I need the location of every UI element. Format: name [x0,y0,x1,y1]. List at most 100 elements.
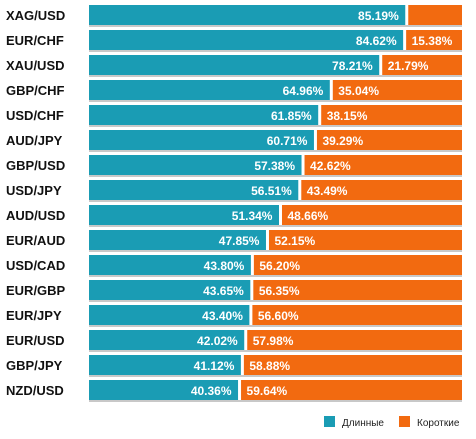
bar-shadow [89,250,462,252]
short-value-label: 56.35% [259,284,300,298]
long-value-label: 40.36% [191,384,232,398]
category-label: NZD/USD [6,383,64,398]
chart-legend: Длинные Короткие [324,416,460,429]
chart-row: XAG/USD 85.19% [6,5,462,27]
short-bar [281,205,462,225]
chart-row: NZD/USD 40.36% 59.64% [6,380,462,402]
category-label: AUD/JPY [6,133,63,148]
category-label: EUR/AUD [6,233,65,248]
bar-shadow [89,125,462,127]
long-value-label: 51.34% [232,209,273,223]
short-value-label: 52.15% [274,234,315,248]
chart-row: EUR/AUD 47.85% 52.15% [6,230,462,252]
long-value-label: 57.38% [254,159,295,173]
short-bar [316,130,462,150]
category-label: EUR/GBP [6,283,66,298]
chart-row: GBP/USD 57.38% 42.62% [6,155,462,177]
long-bar [89,55,380,75]
bar-shadow [89,175,462,177]
short-value-label: 58.88% [249,359,290,373]
category-label: USD/JPY [6,183,62,198]
long-value-label: 43.65% [203,284,244,298]
long-bar [89,280,251,300]
long-bar [89,330,245,350]
short-value-label: 15.38% [412,34,453,48]
bar-shadow [89,25,462,27]
long-value-label: 43.40% [202,309,243,323]
long-bar [89,305,250,325]
chart-row: AUD/JPY 60.71% 39.29% [6,130,462,152]
chart-rows: XAG/USD 85.19% EUR/CHF 84.62% 15.38% XAU/USD 7… [6,5,462,402]
chart-row: EUR/GBP 43.65% 56.35% [6,280,462,302]
bar-shadow [89,325,462,327]
bar-shadow [89,375,462,377]
legend-label-long: Длинные [342,418,384,429]
category-label: AUD/USD [6,208,65,223]
bar-shadow [89,75,462,77]
long-value-label: 85.19% [358,9,399,23]
long-value-label: 43.80% [204,259,245,273]
short-value-label: 21.79% [388,59,429,73]
category-label: USD/CAD [6,258,65,273]
short-bar [382,55,462,75]
bar-shadow [89,200,462,202]
short-bar [253,255,462,275]
short-bar [241,380,462,400]
chart-row: USD/JPY 56.51% 43.49% [6,180,462,202]
category-label: GBP/JPY [6,358,63,373]
long-bar [89,105,319,125]
short-bar [406,30,462,50]
short-bar [247,330,462,350]
chart-row: GBP/JPY 41.12% 58.88% [6,355,462,377]
short-value-label: 59.64% [247,384,288,398]
short-value-label: 39.29% [322,134,363,148]
short-value-label: 42.62% [310,159,351,173]
short-value-label: 57.98% [253,334,294,348]
long-bar [89,380,239,400]
legend-label-short: Короткие [417,418,460,429]
bar-shadow [89,150,462,152]
short-bar [253,280,462,300]
category-label: EUR/USD [6,333,65,348]
short-bar [301,180,462,200]
long-value-label: 60.71% [267,134,308,148]
chart-row: XAU/USD 78.21% 21.79% [6,55,462,77]
category-label: GBP/USD [6,158,65,173]
category-label: USD/CHF [6,108,64,123]
chart-row: AUD/USD 51.34% 48.66% [6,205,462,227]
long-bar [89,205,279,225]
chart-row: USD/CHF 61.85% 38.15% [6,105,462,127]
short-bar [243,355,462,375]
long-bar [89,5,406,25]
bar-shadow [89,275,462,277]
long-bar [89,230,266,250]
short-bar [252,305,462,325]
bar-shadow [89,100,462,102]
short-bar [268,230,462,250]
chart-row: EUR/USD 42.02% 57.98% [6,330,462,352]
legend-swatch-short [399,416,410,427]
long-bar [89,355,241,375]
category-label: EUR/JPY [6,308,62,323]
category-label: EUR/CHF [6,33,64,48]
short-value-label: 48.66% [287,209,328,223]
chart-row: EUR/JPY 43.40% 56.60% [6,305,462,327]
short-value-label: 56.20% [259,259,300,273]
bar-shadow [89,400,462,402]
chart-row: GBP/CHF 64.96% 35.04% [6,80,462,102]
long-value-label: 78.21% [332,59,373,73]
long-bar [89,155,302,175]
short-value-label: 56.60% [258,309,299,323]
short-value-label: 38.15% [327,109,368,123]
long-value-label: 41.12% [194,359,235,373]
short-value-label: 43.49% [307,184,348,198]
short-bar [321,105,462,125]
short-bar [408,5,462,25]
long-bar [89,180,299,200]
long-bar [89,30,404,50]
bar-shadow [89,50,462,52]
bar-shadow [89,350,462,352]
long-value-label: 61.85% [271,109,312,123]
short-bar [304,155,462,175]
